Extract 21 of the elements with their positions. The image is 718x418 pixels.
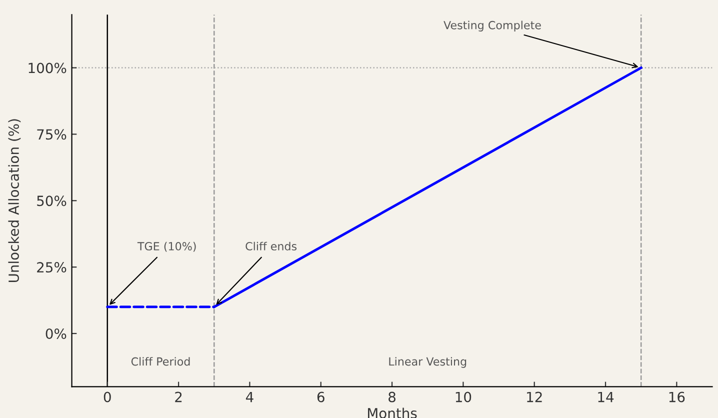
x-tick-label: 14 bbox=[598, 392, 614, 402]
x-tick-label: 10 bbox=[456, 392, 472, 402]
x-axis-title: Months bbox=[368, 408, 417, 418]
y-tick-label: 50% bbox=[37, 196, 66, 206]
x-tick-label: 6 bbox=[317, 392, 324, 402]
annotation: Vesting Complete bbox=[444, 20, 541, 32]
y-tick-label: 0% bbox=[46, 328, 66, 339]
annotation: Linear Vesting bbox=[389, 357, 466, 368]
x-tick-label: 16 bbox=[669, 392, 685, 402]
x-tick-label: 2 bbox=[175, 392, 182, 402]
annotation: TGE (10%) bbox=[137, 242, 196, 252]
y-axis-title: Unlocked Allocation (%) bbox=[8, 119, 21, 282]
x-tick-label: 12 bbox=[527, 392, 542, 402]
x-tick-label: 8 bbox=[388, 392, 396, 402]
x-tick-label: 0 bbox=[104, 392, 111, 402]
annotation: Cliff ends bbox=[246, 242, 297, 250]
annotation: Cliff Period bbox=[131, 357, 190, 366]
y-tick-label: 100% bbox=[28, 62, 66, 74]
x-tick-label: 4 bbox=[246, 392, 254, 402]
y-tick-label: 25% bbox=[37, 262, 66, 273]
y-tick-label: 75% bbox=[37, 129, 66, 140]
